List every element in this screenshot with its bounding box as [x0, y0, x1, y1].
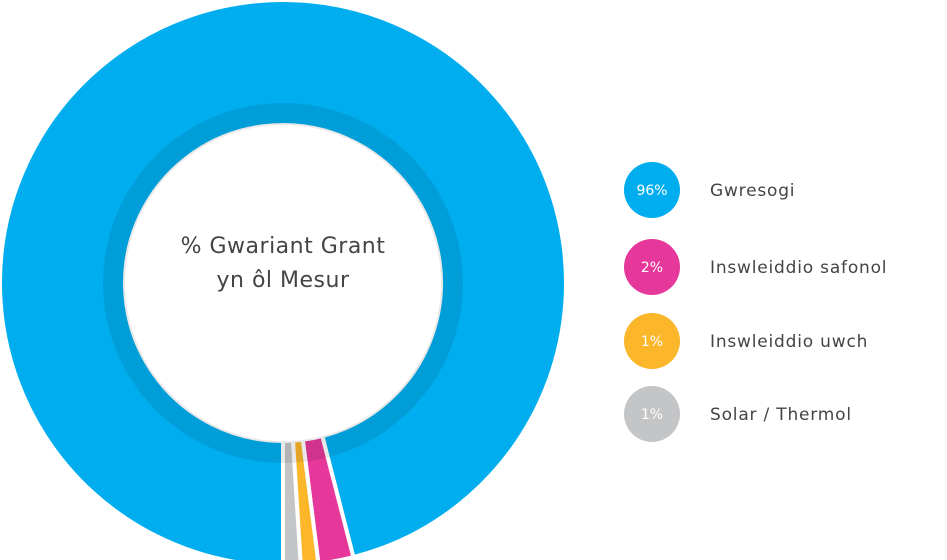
legend-value-label: 2% [641, 260, 663, 276]
legend-swatch [624, 313, 680, 369]
donut-hole [125, 125, 441, 441]
legend-swatch [624, 386, 680, 442]
legend-label: Inswleiddio safonol [710, 258, 887, 278]
legend-value-label: 1% [641, 407, 663, 423]
legend-label: Gwresogi [710, 181, 795, 201]
legend-label: Solar / Thermol [710, 405, 852, 425]
legend-swatch [624, 239, 680, 295]
chart-title: % Gwariant Grant yn ôl Mesur [180, 234, 386, 293]
legend-swatch [624, 162, 680, 218]
inner-ring [103, 103, 463, 463]
legend-value-label: 1% [641, 334, 663, 350]
legend-label: Inswleiddio uwch [710, 332, 868, 352]
legend-value-label: 96% [636, 183, 667, 199]
